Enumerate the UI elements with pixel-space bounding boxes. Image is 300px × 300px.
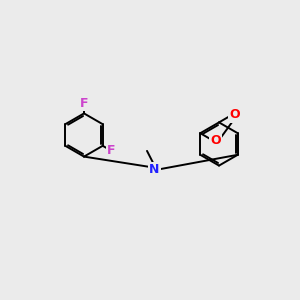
Text: O: O [211,134,221,147]
Text: O: O [229,108,240,122]
Text: F: F [107,144,116,157]
Text: F: F [80,97,88,110]
Text: N: N [149,163,160,176]
